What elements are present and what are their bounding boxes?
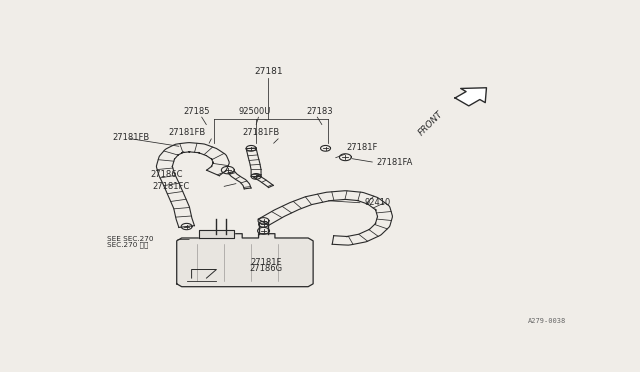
Text: 27186C: 27186C — [150, 170, 183, 179]
Polygon shape — [199, 230, 234, 238]
Text: 27181FB: 27181FB — [243, 128, 280, 137]
Text: 27181FA: 27181FA — [376, 158, 413, 167]
Text: 27181FB: 27181FB — [168, 128, 205, 137]
Text: 92500U: 92500U — [239, 107, 271, 116]
Text: FRONT: FRONT — [417, 109, 445, 137]
Text: 27181: 27181 — [254, 67, 283, 76]
Text: 27185: 27185 — [183, 107, 210, 116]
Text: 27181FB: 27181FB — [112, 133, 150, 142]
Text: 27183: 27183 — [307, 107, 333, 116]
Text: A279-0038: A279-0038 — [528, 318, 566, 324]
Text: 92410: 92410 — [364, 198, 390, 207]
Text: SEC.270 参照: SEC.270 参照 — [108, 241, 148, 248]
Text: SEE SEC.270: SEE SEC.270 — [108, 236, 154, 242]
Text: 27181F: 27181F — [347, 143, 378, 152]
Text: 27186G: 27186G — [250, 264, 283, 273]
Text: 27181F: 27181F — [250, 259, 282, 267]
Polygon shape — [177, 234, 313, 287]
Polygon shape — [455, 88, 486, 106]
Text: 27181FC: 27181FC — [153, 182, 190, 190]
